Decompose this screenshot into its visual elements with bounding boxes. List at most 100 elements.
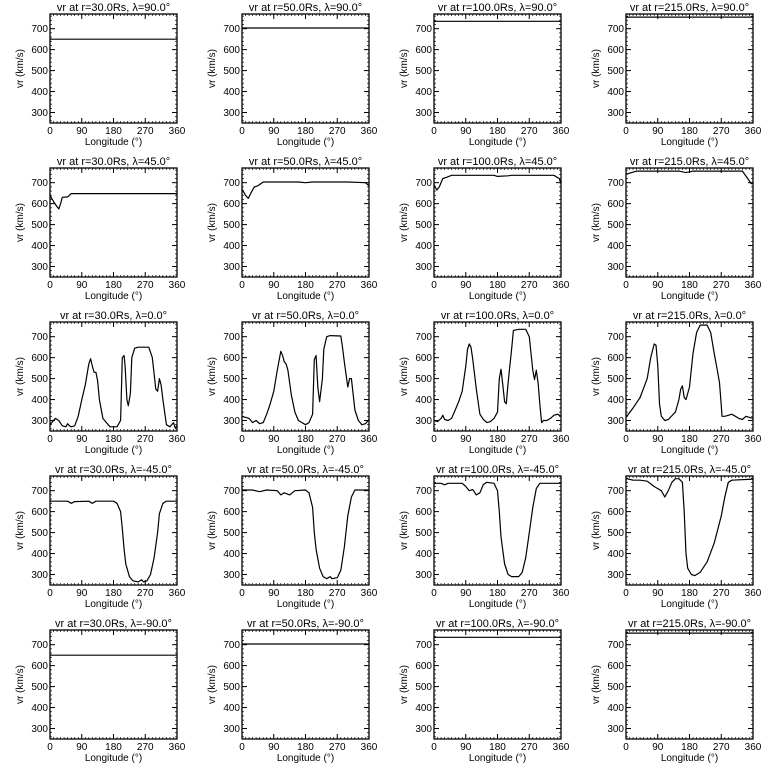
plot-frame [49, 13, 178, 124]
y-tick-label: 600 [31, 45, 48, 56]
x-tick-label: 360 [361, 588, 378, 599]
series-line [433, 328, 562, 424]
y-axis-label: vr (km/s) [399, 665, 410, 704]
x-tick-label: 90 [652, 126, 664, 137]
y-tick-label: 500 [607, 220, 624, 231]
x-axis-label: Longitude (°) [277, 291, 334, 302]
y-tick-label: 300 [31, 108, 48, 119]
y-axis-label: vr (km/s) [399, 203, 410, 242]
x-tick-label: 90 [268, 434, 280, 445]
y-tick-label: 600 [607, 45, 624, 56]
x-tick-label: 270 [713, 588, 730, 599]
x-tick-label: 270 [137, 742, 154, 753]
y-tick-label: 600 [607, 353, 624, 364]
series-line [49, 346, 178, 429]
x-tick-label: 180 [489, 434, 506, 445]
x-tick-label: 0 [47, 434, 53, 445]
x-tick-label: 270 [713, 434, 730, 445]
y-tick-label: 600 [223, 507, 240, 518]
x-tick-label: 0 [47, 742, 53, 753]
panel-title: vr at r=50.0Rs, λ=90.0° [249, 2, 362, 14]
panel: vr at r=30.0Rs, λ=45.0° 0 90 180 270 360 300 40… [15, 156, 186, 302]
y-tick-label: 700 [223, 640, 240, 651]
y-tick-label: 300 [31, 724, 48, 735]
x-tick-label: 0 [431, 126, 437, 137]
panel-title: vr at r=100.0Rs, λ=0.0° [441, 310, 554, 322]
x-tick-label: 180 [105, 742, 122, 753]
x-tick-label: 270 [137, 588, 154, 599]
x-axis-label: Longitude (°) [85, 445, 142, 456]
x-tick-label: 0 [623, 742, 629, 753]
x-tick-label: 90 [460, 742, 472, 753]
x-tick-label: 180 [681, 742, 698, 753]
x-tick-label: 0 [239, 434, 245, 445]
panel-title: vr at r=50.0Rs, λ=-45.0° [247, 464, 364, 476]
y-tick-label: 400 [223, 87, 240, 98]
y-tick-label: 300 [415, 416, 432, 427]
x-tick-label: 270 [329, 588, 346, 599]
y-axis-label: vr (km/s) [591, 511, 602, 550]
y-tick-label: 700 [607, 178, 624, 189]
y-tick-label: 300 [607, 108, 624, 119]
x-tick-label: 0 [239, 280, 245, 291]
plot-frame [49, 629, 178, 740]
x-tick-label: 0 [47, 588, 53, 599]
y-tick-label: 700 [31, 486, 48, 497]
x-tick-label: 270 [137, 434, 154, 445]
x-axis-label: Longitude (°) [277, 753, 334, 764]
y-tick-label: 700 [607, 332, 624, 343]
y-tick-label: 300 [607, 416, 624, 427]
x-tick-label: 360 [361, 434, 378, 445]
x-axis-label: Longitude (°) [277, 137, 334, 148]
x-tick-label: 0 [47, 280, 53, 291]
x-tick-label: 270 [713, 280, 730, 291]
plot-frame [433, 167, 562, 278]
y-tick-label: 400 [607, 703, 624, 714]
x-tick-label: 360 [745, 588, 762, 599]
x-tick-label: 360 [745, 434, 762, 445]
plot-frame [433, 629, 562, 740]
panel-title: vr at r=215.0Rs, λ=0.0° [633, 310, 746, 322]
x-tick-label: 360 [169, 434, 186, 445]
y-tick-label: 500 [31, 682, 48, 693]
y-tick-label: 500 [223, 374, 240, 385]
x-tick-label: 180 [681, 280, 698, 291]
x-tick-label: 270 [713, 126, 730, 137]
y-tick-label: 700 [223, 486, 240, 497]
x-tick-label: 180 [489, 280, 506, 291]
x-tick-label: 0 [431, 742, 437, 753]
panel: vr at r=50.0Rs, λ=-45.0° 0 90 180 270 360 300 4… [207, 464, 378, 610]
plot-frame [625, 475, 754, 586]
y-tick-label: 400 [415, 87, 432, 98]
x-tick-label: 0 [431, 588, 437, 599]
y-tick-label: 700 [31, 178, 48, 189]
y-tick-label: 400 [415, 703, 432, 714]
series-line [625, 324, 754, 422]
plot-frame [433, 13, 562, 124]
y-tick-label: 400 [31, 549, 48, 560]
series-line [625, 170, 754, 185]
x-axis-label: Longitude (°) [85, 291, 142, 302]
y-tick-label: 500 [607, 682, 624, 693]
x-tick-label: 360 [553, 742, 570, 753]
panel-title: vr at r=30.0Rs, λ=-45.0° [55, 464, 172, 476]
x-tick-label: 180 [297, 434, 314, 445]
x-tick-label: 360 [745, 742, 762, 753]
x-tick-label: 270 [137, 280, 154, 291]
x-tick-label: 360 [553, 126, 570, 137]
x-axis-label: Longitude (°) [469, 291, 526, 302]
y-tick-label: 500 [31, 528, 48, 539]
x-tick-label: 360 [745, 280, 762, 291]
y-tick-label: 400 [223, 703, 240, 714]
y-axis-label: vr (km/s) [15, 511, 26, 550]
panel: vr at r=100.0Rs, λ=45.0° 0 90 180 270 360 300 4… [399, 156, 570, 302]
x-axis-label: Longitude (°) [661, 753, 718, 764]
x-tick-label: 90 [268, 742, 280, 753]
x-tick-label: 360 [553, 280, 570, 291]
x-tick-label: 90 [652, 434, 664, 445]
series-line [242, 489, 369, 580]
y-tick-label: 400 [415, 549, 432, 560]
x-tick-label: 90 [268, 588, 280, 599]
plot-frame [625, 13, 754, 124]
y-tick-label: 400 [415, 395, 432, 406]
